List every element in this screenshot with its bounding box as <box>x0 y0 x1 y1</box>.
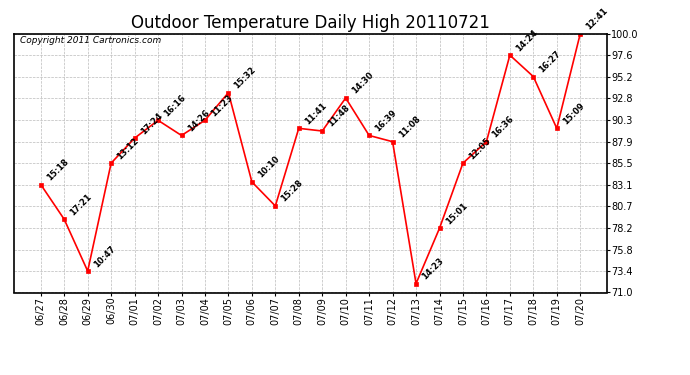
Text: 16:27: 16:27 <box>538 49 563 74</box>
Text: 15:28: 15:28 <box>279 178 305 204</box>
Text: 15:09: 15:09 <box>561 101 586 126</box>
Text: 11:23: 11:23 <box>209 93 235 118</box>
Text: 10:47: 10:47 <box>92 244 117 269</box>
Text: Copyright 2011 Cartronics.com: Copyright 2011 Cartronics.com <box>20 36 161 45</box>
Text: 14:24: 14:24 <box>514 28 540 53</box>
Text: 16:16: 16:16 <box>162 93 188 118</box>
Text: 11:48: 11:48 <box>326 104 352 129</box>
Text: 16:39: 16:39 <box>373 108 399 133</box>
Text: 17:21: 17:21 <box>68 192 94 217</box>
Text: 16:36: 16:36 <box>491 114 516 140</box>
Text: 11:08: 11:08 <box>397 114 422 140</box>
Text: 11:41: 11:41 <box>303 101 328 126</box>
Title: Outdoor Temperature Daily High 20110721: Outdoor Temperature Daily High 20110721 <box>131 14 490 32</box>
Text: 10:10: 10:10 <box>256 154 282 180</box>
Text: 14:30: 14:30 <box>350 70 375 96</box>
Text: 15:01: 15:01 <box>444 201 469 226</box>
Text: 12:41: 12:41 <box>584 6 610 32</box>
Text: 15:32: 15:32 <box>233 65 258 90</box>
Text: 14:23: 14:23 <box>420 256 446 281</box>
Text: 17:24: 17:24 <box>139 111 164 136</box>
Text: 14:26: 14:26 <box>186 108 211 133</box>
Text: 15:18: 15:18 <box>45 157 70 182</box>
Text: 12:05: 12:05 <box>467 136 493 161</box>
Text: 13:12: 13:12 <box>115 136 141 161</box>
